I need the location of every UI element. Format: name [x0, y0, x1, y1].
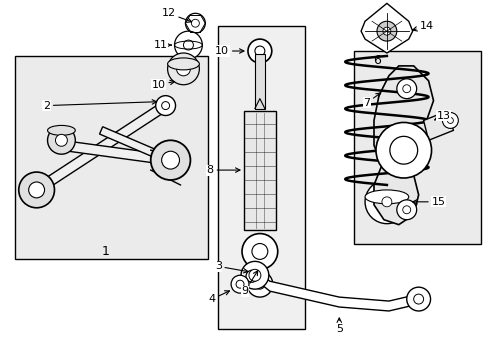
Circle shape — [396, 200, 416, 220]
Circle shape — [167, 53, 199, 85]
Circle shape — [251, 243, 267, 260]
Circle shape — [447, 117, 452, 123]
Circle shape — [241, 261, 268, 289]
Circle shape — [55, 134, 67, 146]
Circle shape — [245, 270, 257, 282]
Text: 5: 5 — [335, 318, 342, 334]
Circle shape — [191, 19, 199, 27]
Circle shape — [19, 172, 54, 208]
Polygon shape — [360, 3, 412, 53]
Circle shape — [382, 27, 390, 35]
Text: 4: 4 — [208, 291, 229, 304]
Text: 6: 6 — [372, 54, 380, 67]
Text: 11: 11 — [153, 40, 171, 50]
Polygon shape — [61, 140, 171, 165]
Circle shape — [375, 122, 431, 178]
Circle shape — [365, 180, 408, 224]
Ellipse shape — [365, 190, 408, 204]
Circle shape — [254, 46, 264, 56]
Text: 10: 10 — [151, 80, 174, 90]
Circle shape — [376, 21, 396, 41]
Circle shape — [150, 140, 190, 180]
Ellipse shape — [47, 125, 75, 135]
Circle shape — [185, 13, 205, 33]
Circle shape — [406, 287, 429, 311]
Text: 8: 8 — [206, 165, 240, 175]
Text: 1: 1 — [102, 245, 110, 258]
Text: 15: 15 — [412, 197, 445, 207]
Circle shape — [396, 79, 416, 99]
Polygon shape — [254, 271, 418, 311]
Circle shape — [29, 182, 44, 198]
Polygon shape — [100, 127, 172, 164]
Polygon shape — [423, 111, 452, 140]
Ellipse shape — [167, 58, 199, 70]
Circle shape — [231, 275, 248, 293]
Circle shape — [47, 126, 75, 154]
Text: 9: 9 — [241, 271, 257, 296]
Circle shape — [162, 151, 179, 169]
Bar — [218, 26, 304, 329]
Circle shape — [402, 206, 410, 214]
Circle shape — [248, 269, 260, 281]
Circle shape — [381, 197, 391, 207]
Circle shape — [176, 62, 190, 76]
Text: 3: 3 — [214, 261, 247, 273]
Circle shape — [254, 279, 264, 289]
Polygon shape — [373, 66, 433, 225]
Text: 10: 10 — [215, 46, 244, 56]
Circle shape — [413, 294, 423, 304]
Text: 2: 2 — [43, 100, 156, 111]
Text: 12: 12 — [161, 8, 191, 22]
Bar — [353, 51, 480, 244]
Circle shape — [183, 40, 193, 50]
Circle shape — [242, 234, 277, 269]
Circle shape — [246, 271, 272, 297]
Text: 14: 14 — [412, 21, 433, 31]
Circle shape — [389, 136, 417, 164]
Bar — [254, 54, 264, 109]
Circle shape — [442, 113, 457, 129]
Circle shape — [376, 192, 396, 212]
Bar — [15, 56, 208, 260]
Circle shape — [236, 280, 244, 288]
Polygon shape — [34, 102, 168, 194]
Circle shape — [247, 39, 271, 63]
Text: 7: 7 — [363, 93, 380, 108]
Circle shape — [162, 102, 169, 109]
Text: 13: 13 — [434, 111, 449, 121]
Circle shape — [402, 85, 410, 93]
Circle shape — [155, 96, 175, 116]
Circle shape — [174, 31, 202, 59]
Bar — [244, 111, 275, 230]
